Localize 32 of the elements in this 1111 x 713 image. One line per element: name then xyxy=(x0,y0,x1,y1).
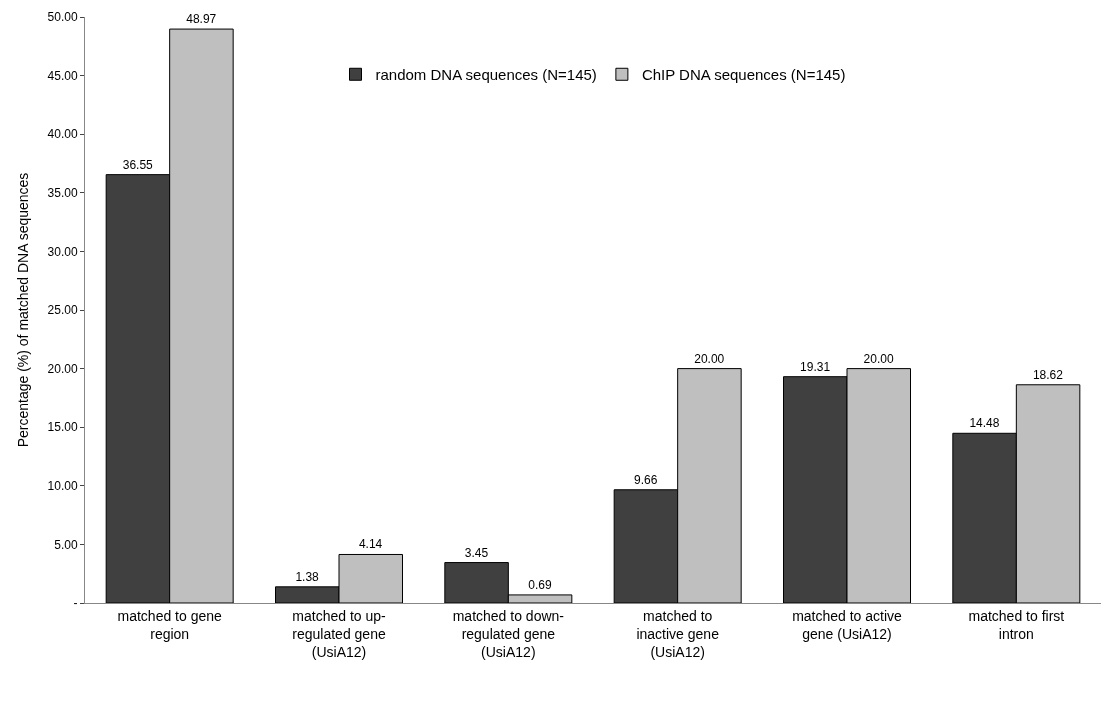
y-tick-label: 25.00 xyxy=(47,303,78,318)
x-tick-label: matched to up- regulated gene (UsiA12) xyxy=(292,607,387,661)
x-tick-label: matched to active gene (UsiA12) xyxy=(792,607,903,642)
y-tick-label: 15.00 xyxy=(47,420,78,435)
legend-label: ChIP DNA sequences (N=145) xyxy=(641,66,846,84)
data-label: 18.62 xyxy=(1032,367,1064,382)
legend-label: random DNA sequences (N=145) xyxy=(375,66,597,84)
data-label: 20.00 xyxy=(863,351,894,366)
y-tick-label: 20.00 xyxy=(47,361,78,376)
x-tick-label: matched to first intron xyxy=(968,607,1065,642)
x-tick-label: matched to down- regulated gene (UsiA12) xyxy=(452,607,565,661)
data-label: 1.38 xyxy=(295,569,320,584)
data-label: 48.97 xyxy=(186,12,217,27)
y-axis-title: Percentage (%) of matched DNA sequences xyxy=(15,172,32,448)
data-label: 14.48 xyxy=(969,416,1000,431)
y-tick-label: - xyxy=(73,596,78,611)
y-tick-label: 50.00 xyxy=(47,10,78,25)
y-tick-label: 5.00 xyxy=(54,537,78,552)
data-label: 9.66 xyxy=(634,472,658,487)
data-label: 4.14 xyxy=(358,537,383,552)
data-label: 3.45 xyxy=(464,545,489,560)
y-tick-label: 40.00 xyxy=(47,127,78,142)
data-label: 0.69 xyxy=(528,577,552,592)
data-label: 19.31 xyxy=(800,359,831,374)
x-tick-label: matched to gene region xyxy=(117,607,223,642)
data-label: 36.55 xyxy=(122,157,154,172)
data-label: 20.00 xyxy=(694,351,725,366)
y-tick-label: 30.00 xyxy=(47,244,78,259)
x-tick-label: matched to inactive gene (UsiA12) xyxy=(636,607,720,661)
y-tick-label: 35.00 xyxy=(47,186,78,200)
y-tick-label: 10.00 xyxy=(47,479,78,493)
y-tick-label: 45.00 xyxy=(47,68,78,83)
